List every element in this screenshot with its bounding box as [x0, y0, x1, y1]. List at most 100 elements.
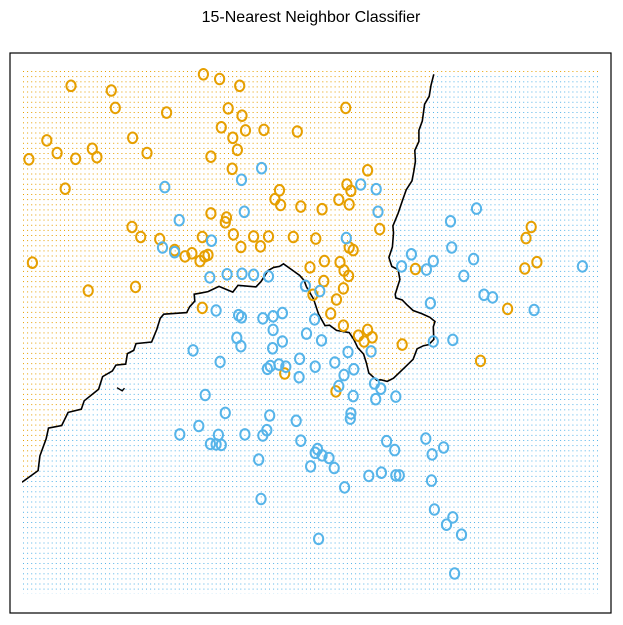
grid-dot — [80, 194, 82, 195]
grid-dot — [551, 199, 553, 201]
grid-dot — [597, 137, 598, 139]
grid-dot — [482, 219, 484, 221]
grid-dot — [137, 194, 139, 195]
grid-dot — [584, 76, 586, 78]
grid-dot — [80, 240, 82, 242]
grid-dot — [133, 91, 135, 93]
grid-dot — [72, 158, 74, 160]
grid-dot — [121, 214, 123, 216]
grid-dot — [59, 178, 61, 180]
grid-dot — [166, 204, 168, 206]
grid-dot — [285, 153, 287, 154]
grid-dot — [170, 173, 172, 175]
grid-dot — [281, 137, 283, 139]
grid-dot — [141, 122, 143, 124]
grid-dot — [396, 147, 398, 149]
grid-dot — [289, 194, 291, 195]
grid-dot — [453, 183, 455, 185]
grid-dot — [47, 86, 49, 88]
grid-dot — [445, 168, 447, 170]
grid-dot — [580, 117, 582, 119]
grid-dot — [478, 153, 480, 154]
grid-dot — [498, 71, 500, 72]
grid-dot — [543, 178, 545, 180]
grid-dot — [232, 86, 234, 88]
grid-dot — [244, 219, 246, 221]
grid-dot — [125, 235, 127, 236]
grid-dot — [240, 81, 242, 83]
grid-dot — [441, 183, 443, 185]
grid-dot — [383, 147, 385, 149]
grid-dot — [433, 101, 434, 103]
grid-dot — [310, 183, 311, 185]
grid-dot — [387, 168, 389, 170]
grid-dot — [461, 71, 463, 72]
grid-dot — [441, 132, 443, 134]
grid-dot — [588, 117, 590, 119]
grid-dot — [240, 188, 242, 190]
grid-dot — [43, 235, 45, 236]
grid-dot — [351, 76, 352, 78]
grid-dot — [572, 86, 574, 88]
grid-dot — [150, 127, 152, 129]
grid-dot — [576, 127, 578, 129]
grid-dot — [502, 76, 504, 78]
grid-dot — [154, 86, 156, 88]
grid-dot — [560, 81, 562, 83]
grid-dot — [72, 142, 74, 144]
grid-dot — [433, 229, 434, 231]
grid-dot — [478, 71, 480, 72]
grid-dot — [174, 132, 176, 134]
grid-dot — [543, 183, 545, 185]
grid-dot — [494, 168, 496, 170]
grid-dot — [334, 188, 336, 190]
grid-dot — [441, 147, 443, 149]
grid-dot — [379, 153, 381, 154]
grid-dot — [523, 142, 525, 144]
grid-dot — [535, 147, 537, 149]
grid-dot — [252, 168, 254, 170]
grid-dot — [433, 188, 434, 190]
grid-dot — [47, 168, 49, 170]
grid-dot — [215, 183, 217, 185]
grid-dot — [588, 71, 590, 72]
grid-dot — [162, 229, 164, 231]
grid-dot — [228, 240, 229, 242]
grid-dot — [228, 194, 229, 195]
grid-dot — [88, 235, 90, 236]
grid-dot — [478, 183, 480, 185]
grid-dot — [154, 137, 156, 139]
grid-dot — [100, 235, 102, 236]
grid-dot — [428, 106, 430, 108]
grid-dot — [371, 153, 373, 154]
grid-dot — [506, 178, 508, 180]
grid-dot — [523, 122, 525, 124]
grid-dot — [35, 209, 37, 211]
grid-dot — [318, 194, 320, 195]
grid-dot — [367, 163, 369, 165]
grid-dot — [580, 199, 582, 201]
grid-dot — [424, 71, 426, 72]
grid-dot — [441, 178, 443, 180]
grid-dot — [59, 153, 61, 154]
grid-dot — [498, 188, 500, 190]
grid-dot — [363, 86, 365, 88]
grid-dot — [105, 96, 106, 98]
grid-dot — [129, 112, 131, 113]
grid-dot — [510, 112, 512, 113]
grid-dot — [158, 178, 160, 180]
grid-dot — [564, 235, 566, 236]
grid-dot — [109, 153, 111, 154]
grid-dot — [326, 132, 328, 134]
grid-dot — [43, 91, 45, 93]
grid-dot — [51, 245, 53, 247]
grid-dot — [551, 127, 553, 129]
grid-dot — [23, 112, 24, 113]
grid-dot — [260, 112, 262, 113]
grid-dot — [141, 214, 143, 216]
grid-dot — [113, 178, 115, 180]
grid-dot — [264, 250, 266, 252]
grid-dot — [498, 153, 500, 154]
grid-dot — [59, 81, 61, 83]
grid-dot — [228, 122, 229, 124]
